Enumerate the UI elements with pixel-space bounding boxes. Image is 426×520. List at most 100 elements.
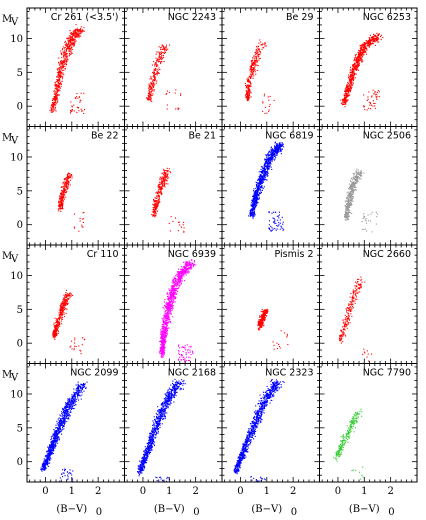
star-point	[276, 153, 278, 155]
star-point	[344, 90, 346, 92]
star-point	[70, 293, 72, 295]
star-point	[153, 199, 155, 201]
star-point	[60, 193, 62, 195]
star-point	[153, 84, 155, 86]
star-point	[350, 80, 352, 82]
star-point	[263, 170, 265, 172]
giant-point	[169, 91, 171, 93]
star-point	[350, 205, 352, 207]
star-point	[261, 178, 263, 180]
star-point	[267, 167, 269, 169]
star-point	[156, 191, 158, 193]
star-point	[346, 207, 348, 209]
star-point	[253, 213, 255, 215]
star-point	[58, 94, 60, 96]
star-point	[261, 182, 263, 184]
star-point	[354, 189, 356, 191]
star-point	[64, 178, 66, 180]
giant-point	[175, 108, 177, 110]
star-point	[258, 189, 260, 191]
giant-point	[74, 339, 76, 341]
star-point	[68, 50, 70, 52]
giant-point	[79, 220, 81, 222]
giant-point	[262, 101, 264, 103]
star-point	[279, 149, 281, 151]
star-point	[267, 164, 269, 166]
star-point	[349, 69, 351, 71]
giant-point	[276, 225, 278, 227]
star-point	[259, 181, 261, 183]
star-point	[261, 171, 263, 173]
star-point	[256, 189, 258, 191]
star-point	[271, 155, 273, 157]
star-point	[349, 183, 351, 185]
panel-frame	[26, 126, 125, 246]
star-point	[153, 201, 155, 203]
star-point	[353, 184, 355, 186]
star-point	[351, 75, 353, 77]
star-point	[281, 148, 283, 150]
point-cloud	[244, 39, 275, 114]
star-point	[349, 205, 351, 207]
star-point	[356, 179, 358, 181]
giant-point	[372, 105, 374, 107]
giant-point	[83, 218, 85, 220]
star-point	[251, 200, 253, 202]
star-point	[61, 202, 63, 204]
star-point	[147, 98, 149, 100]
giant-point	[81, 224, 83, 226]
star-point	[251, 211, 253, 213]
star-point	[256, 47, 258, 49]
star-point	[158, 191, 160, 193]
star-point	[254, 214, 256, 216]
star-point	[374, 38, 376, 40]
star-point	[356, 56, 358, 58]
giant-point	[270, 229, 272, 231]
star-point	[272, 155, 274, 157]
star-point	[345, 207, 347, 209]
star-point	[359, 51, 361, 53]
star-point	[350, 180, 352, 182]
star-point	[342, 99, 344, 101]
star-point	[368, 44, 370, 46]
star-point	[248, 89, 250, 91]
star-point	[349, 204, 351, 206]
giant-point	[282, 223, 284, 225]
star-point	[148, 89, 150, 91]
star-point	[259, 192, 261, 194]
giant-point	[269, 95, 271, 97]
star-point	[65, 296, 67, 298]
star-point	[83, 27, 85, 29]
star-point	[255, 60, 257, 62]
giant-point	[376, 98, 378, 100]
star-point	[348, 209, 350, 211]
star-point	[51, 104, 53, 106]
star-point	[258, 175, 260, 177]
star-point	[57, 94, 59, 96]
star-point	[262, 43, 264, 45]
star-point	[73, 42, 75, 44]
star-point	[150, 86, 152, 88]
giant-point	[278, 211, 280, 213]
star-point	[53, 335, 55, 337]
star-point	[263, 168, 265, 170]
star-point	[254, 59, 256, 61]
star-point	[360, 174, 362, 176]
star-point	[72, 31, 74, 33]
star-point	[56, 96, 58, 98]
star-point	[67, 48, 69, 50]
star-point	[252, 204, 254, 206]
star-point	[347, 208, 349, 210]
star-point	[360, 175, 362, 177]
star-point	[57, 94, 59, 96]
star-point	[56, 81, 58, 83]
star-point	[247, 80, 249, 82]
star-point	[59, 204, 61, 206]
star-point	[352, 189, 354, 191]
star-point	[347, 94, 349, 96]
star-point	[58, 210, 60, 212]
star-point	[62, 317, 64, 319]
star-point	[256, 60, 258, 62]
star-point	[61, 201, 63, 203]
